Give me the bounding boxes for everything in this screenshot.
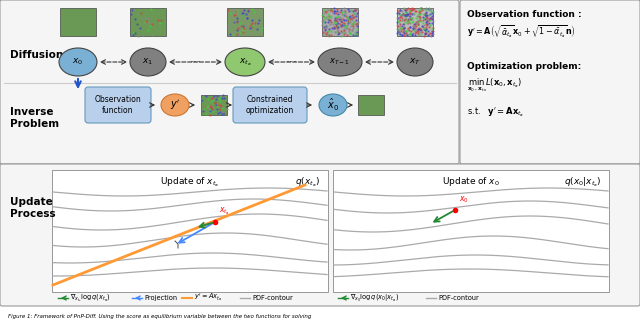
FancyBboxPatch shape bbox=[52, 170, 328, 292]
Bar bbox=[60, 8, 96, 36]
Text: $y'$: $y'$ bbox=[170, 98, 180, 112]
FancyBboxPatch shape bbox=[460, 0, 640, 164]
FancyBboxPatch shape bbox=[233, 87, 307, 123]
FancyBboxPatch shape bbox=[0, 164, 640, 306]
Ellipse shape bbox=[130, 48, 166, 76]
Text: Update of $x_0$: Update of $x_0$ bbox=[442, 175, 500, 188]
Bar bbox=[227, 8, 263, 36]
Text: $x_{T-1}$: $x_{T-1}$ bbox=[330, 57, 351, 67]
Text: PDF-contour: PDF-contour bbox=[252, 295, 292, 301]
Text: Observation
function: Observation function bbox=[95, 95, 141, 115]
FancyBboxPatch shape bbox=[85, 87, 151, 123]
Text: $\mathbf{y'} = \mathbf{A}\left(\sqrt{\bar{\alpha}_{t_a}}\mathbf{x}_0 + \sqrt{1-\: $\mathbf{y'} = \mathbf{A}\left(\sqrt{\ba… bbox=[467, 24, 576, 41]
Text: $\nabla_{x_0}\log q(x_0|x_{t_a})$: $\nabla_{x_0}\log q(x_0|x_{t_a})$ bbox=[350, 292, 399, 304]
Ellipse shape bbox=[59, 48, 97, 76]
Text: Figure 1: Framework of PnP-Diff. Using the score as equilibrium variable between: Figure 1: Framework of PnP-Diff. Using t… bbox=[8, 314, 312, 319]
Ellipse shape bbox=[319, 94, 347, 116]
Text: PDF-contour: PDF-contour bbox=[438, 295, 479, 301]
Ellipse shape bbox=[225, 48, 265, 76]
Ellipse shape bbox=[161, 94, 189, 116]
Text: $q(x_0|x_{t_a})$: $q(x_0|x_{t_a})$ bbox=[563, 175, 601, 189]
Text: $x_0$: $x_0$ bbox=[459, 194, 469, 205]
Text: ···: ··· bbox=[286, 56, 298, 70]
Ellipse shape bbox=[318, 48, 362, 76]
FancyBboxPatch shape bbox=[333, 170, 609, 292]
Text: Observation function :: Observation function : bbox=[467, 10, 582, 19]
Bar bbox=[358, 95, 384, 115]
Ellipse shape bbox=[397, 48, 433, 76]
FancyBboxPatch shape bbox=[0, 0, 459, 164]
Text: $x_T$: $x_T$ bbox=[409, 57, 421, 67]
Bar bbox=[201, 95, 227, 115]
Text: $\min_{\mathbf{x}_0,\mathbf{x}_{t_a}} L(\mathbf{x}_0, \mathbf{x}_{t_a})$: $\min_{\mathbf{x}_0,\mathbf{x}_{t_a}} L(… bbox=[467, 76, 522, 94]
Text: $q(x_{t_a})$: $q(x_{t_a})$ bbox=[295, 175, 320, 189]
Text: Projection: Projection bbox=[144, 295, 177, 301]
Bar bbox=[322, 8, 358, 36]
Text: s.t.   $\mathbf{y'} = \mathbf{A}\mathbf{x}_{t_a}$: s.t. $\mathbf{y'} = \mathbf{A}\mathbf{x}… bbox=[467, 105, 524, 118]
Text: $x_{t_a}$: $x_{t_a}$ bbox=[239, 56, 252, 68]
Text: Diffusion: Diffusion bbox=[10, 50, 63, 60]
Text: $\hat{x}_0$: $\hat{x}_0$ bbox=[327, 97, 339, 113]
Text: $y' = Ax_{t_a}$: $y' = Ax_{t_a}$ bbox=[194, 292, 222, 304]
Text: Inverse
Problem: Inverse Problem bbox=[10, 107, 59, 129]
Bar bbox=[130, 8, 166, 36]
Text: ···: ··· bbox=[190, 56, 202, 70]
Text: $\nabla_{x_{t_a}}\log q(x_{t_a})$: $\nabla_{x_{t_a}}\log q(x_{t_a})$ bbox=[70, 292, 110, 304]
Text: Update
Process: Update Process bbox=[10, 197, 56, 219]
Text: $x_1$: $x_1$ bbox=[143, 57, 154, 67]
Text: Optimization problem:: Optimization problem: bbox=[467, 62, 581, 71]
Text: $x_{t_a}$: $x_{t_a}$ bbox=[219, 205, 230, 217]
Bar bbox=[397, 8, 433, 36]
Text: Update of $x_{t_a}$: Update of $x_{t_a}$ bbox=[161, 175, 220, 189]
Text: Constrained
optimization: Constrained optimization bbox=[246, 95, 294, 115]
Text: $x_0$: $x_0$ bbox=[72, 57, 84, 67]
